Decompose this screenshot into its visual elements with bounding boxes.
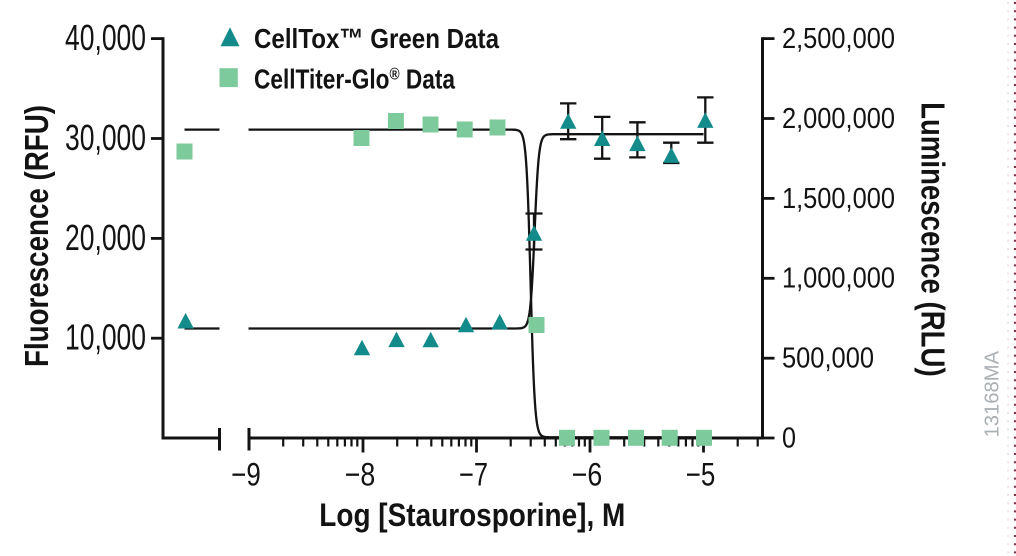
svg-text:13168MA: 13168MA [981, 351, 1004, 438]
svg-text:2,500,000: 2,500,000 [782, 23, 895, 55]
svg-text:−8: −8 [345, 457, 376, 493]
svg-text:500,000: 500,000 [782, 343, 874, 375]
svg-text:−6: −6 [572, 457, 603, 493]
svg-text:40,000: 40,000 [65, 17, 146, 58]
svg-text:1,000,000: 1,000,000 [782, 263, 895, 295]
svg-text:−7: −7 [459, 457, 488, 493]
svg-text:CellTox™ Green Data: CellTox™ Green Data [254, 23, 499, 54]
svg-text:Luminescence (RLU): Luminescence (RLU) [915, 102, 952, 377]
svg-text:Fluorescence (RFU): Fluorescence (RFU) [18, 105, 55, 367]
svg-text:−5: −5 [686, 457, 716, 493]
svg-text:Log [Staurosporine], M: Log [Staurosporine], M [319, 497, 625, 533]
svg-text:−9: −9 [231, 457, 261, 493]
svg-text:2,000,000: 2,000,000 [782, 103, 895, 135]
svg-text:CellTiter-Glo® Data: CellTiter-Glo® Data [254, 64, 455, 95]
svg-text:20,000: 20,000 [65, 217, 146, 258]
svg-text:0: 0 [782, 422, 796, 454]
svg-text:1,500,000: 1,500,000 [782, 183, 895, 215]
svg-text:30,000: 30,000 [65, 117, 146, 158]
svg-text:10,000: 10,000 [65, 317, 146, 358]
